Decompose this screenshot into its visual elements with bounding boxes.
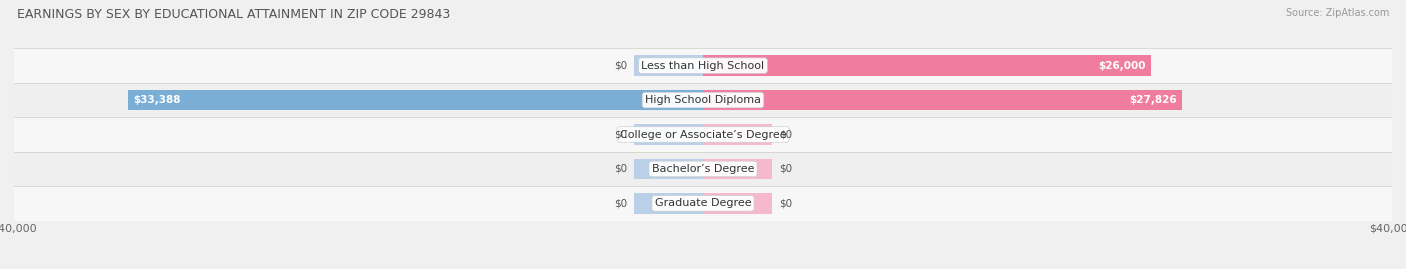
Bar	[703, 159, 772, 179]
Bar	[703, 90, 1182, 110]
Bar	[14, 117, 1392, 152]
Text: $0: $0	[779, 198, 792, 208]
Bar	[703, 124, 772, 145]
Bar	[14, 48, 1392, 83]
Bar	[634, 193, 703, 214]
Text: Source: ZipAtlas.com: Source: ZipAtlas.com	[1285, 8, 1389, 18]
Bar	[634, 124, 703, 145]
Bar	[634, 159, 703, 179]
Bar	[128, 90, 703, 110]
Bar	[703, 55, 1152, 76]
Bar	[14, 152, 1392, 186]
Text: $0: $0	[614, 198, 627, 208]
Text: Less than High School: Less than High School	[641, 61, 765, 71]
Bar	[14, 186, 1392, 221]
Text: $0: $0	[779, 129, 792, 140]
Text: $0: $0	[614, 129, 627, 140]
Text: $0: $0	[614, 164, 627, 174]
Text: College or Associate’s Degree: College or Associate’s Degree	[620, 129, 786, 140]
Bar	[703, 193, 772, 214]
Text: $27,826: $27,826	[1129, 95, 1177, 105]
Bar	[634, 90, 703, 110]
Bar	[703, 90, 772, 110]
Text: Graduate Degree: Graduate Degree	[655, 198, 751, 208]
Text: $0: $0	[779, 164, 792, 174]
Text: High School Diploma: High School Diploma	[645, 95, 761, 105]
Text: $26,000: $26,000	[1098, 61, 1146, 71]
Text: $0: $0	[614, 61, 627, 71]
Text: $33,388: $33,388	[134, 95, 180, 105]
Bar	[703, 55, 772, 76]
Bar	[634, 55, 703, 76]
Bar	[14, 83, 1392, 117]
Text: EARNINGS BY SEX BY EDUCATIONAL ATTAINMENT IN ZIP CODE 29843: EARNINGS BY SEX BY EDUCATIONAL ATTAINMEN…	[17, 8, 450, 21]
Text: Bachelor’s Degree: Bachelor’s Degree	[652, 164, 754, 174]
